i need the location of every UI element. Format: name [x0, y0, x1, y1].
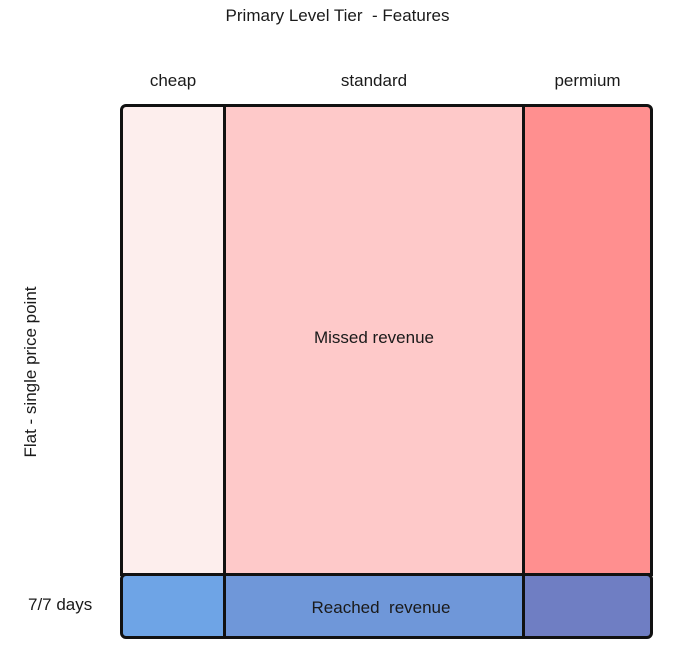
- cheap-reached-block: [120, 573, 226, 639]
- standard-missed-block: [223, 104, 525, 576]
- cheap-missed-block: [120, 104, 226, 576]
- premium-missed-block: [522, 104, 653, 576]
- premium-reached-block: [522, 573, 653, 639]
- side-label-flat-price: Flat - single price point: [21, 286, 40, 458]
- column-label-standard: standard: [340, 71, 408, 90]
- standard-reached-block: [223, 573, 525, 639]
- reached-revenue-label: Reached revenue: [311, 598, 451, 617]
- missed-revenue-label: Missed revenue: [313, 328, 434, 347]
- diagram-title: Primary Level Tier - Features: [225, 6, 450, 25]
- column-label-premium: permium: [554, 71, 621, 90]
- row-label-days: 7/7 days: [28, 595, 93, 614]
- column-label-cheap: cheap: [149, 71, 197, 90]
